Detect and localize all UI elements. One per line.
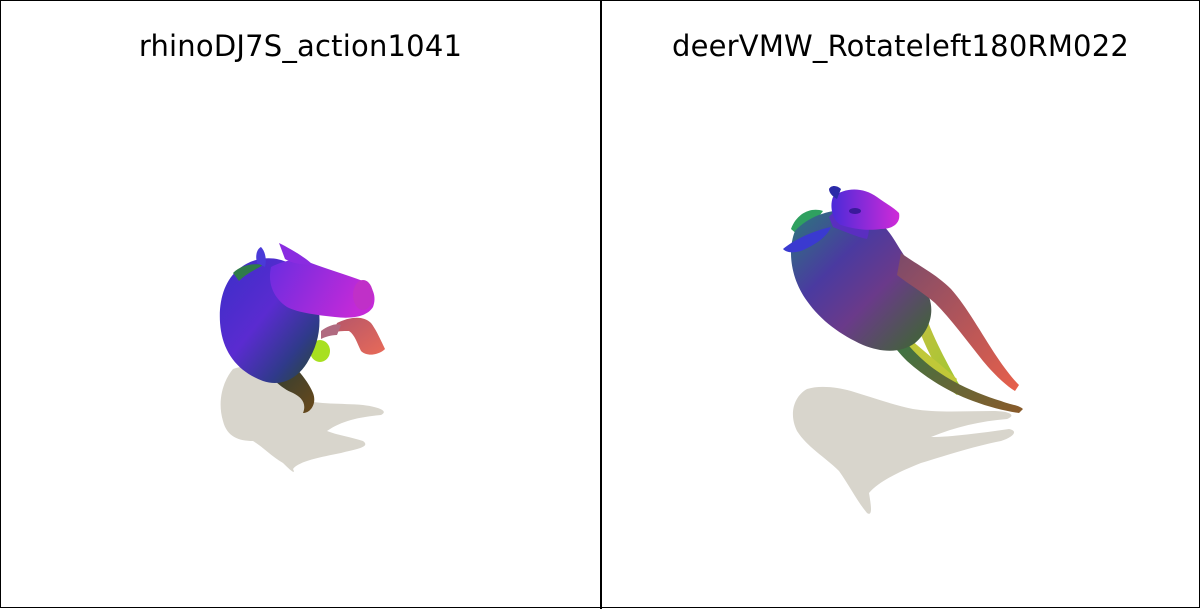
deer-head xyxy=(831,189,900,230)
panel-rhino: rhinoDJ7S_action1041 xyxy=(1,1,600,607)
deer-ear xyxy=(783,227,831,253)
deer-shadow xyxy=(792,386,1015,514)
rhino-head xyxy=(269,260,375,318)
rhino-snout xyxy=(353,280,373,310)
deer-body xyxy=(791,209,932,351)
panel-title: rhinoDJ7S_action1041 xyxy=(138,29,463,63)
panel-title: deerVMW_Rotateleft180RM022 xyxy=(671,29,1130,63)
rhino-front-leg xyxy=(333,317,385,355)
deer-front-leg xyxy=(897,253,1019,391)
panel-divider xyxy=(600,1,602,609)
deer-antler xyxy=(829,186,841,199)
rhino-shadow xyxy=(220,366,384,472)
rhino-render xyxy=(219,243,385,472)
rhino-leg-connector xyxy=(321,324,341,339)
rhino-ear xyxy=(256,247,266,267)
panel-deer: deerVMW_Rotateleft180RM022 xyxy=(601,1,1200,607)
rhino-horn xyxy=(279,243,313,265)
rhino-hump xyxy=(233,264,263,281)
deer-leg-yellow-2 xyxy=(897,331,957,387)
deer-eye xyxy=(849,208,861,214)
deer-render xyxy=(783,186,1023,514)
